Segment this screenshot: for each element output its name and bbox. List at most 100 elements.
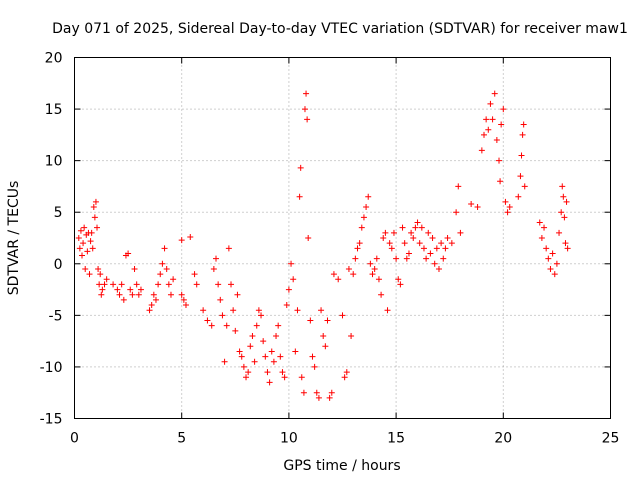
data-point: [133, 281, 140, 288]
data-point: [519, 131, 526, 138]
data-point: [81, 224, 88, 231]
data-point: [322, 343, 329, 350]
data-point: [538, 235, 545, 241]
data-point: [515, 193, 522, 200]
data-point: [360, 214, 367, 221]
data-point: [297, 164, 304, 171]
data-point: [161, 245, 168, 252]
data-point: [497, 178, 504, 185]
data-point: [150, 291, 157, 298]
data-point: [114, 286, 121, 293]
data-point: [77, 227, 84, 234]
data-point: [491, 90, 498, 97]
data-point: [547, 265, 554, 272]
data-point: [137, 286, 144, 293]
data-point: [167, 291, 174, 298]
data-point: [96, 281, 103, 288]
data-point: [412, 224, 419, 231]
x-tick-label: 25: [602, 431, 620, 447]
data-point: [301, 106, 308, 113]
data-point: [84, 248, 91, 255]
data-point: [178, 291, 185, 298]
data-point: [135, 291, 142, 298]
axis-ticks: [74, 57, 611, 419]
data-point: [468, 200, 475, 207]
data-point: [219, 312, 226, 319]
data-point: [76, 245, 83, 252]
x-tick-labels: 0 5 10 15 20 25: [70, 431, 619, 447]
data-point: [481, 131, 488, 138]
data-point: [318, 307, 325, 314]
data-point: [298, 374, 305, 381]
data-point: [157, 271, 164, 278]
data-point: [155, 281, 162, 288]
data-point: [483, 116, 490, 123]
data-point: [358, 224, 365, 231]
data-point: [245, 369, 252, 376]
data-point: [549, 250, 556, 257]
y-tick-label: -5: [49, 308, 63, 324]
data-point: [311, 363, 318, 370]
data-point: [305, 235, 312, 241]
data-point: [444, 235, 451, 241]
data-point: [485, 126, 492, 133]
data-point: [326, 394, 333, 401]
data-point: [300, 389, 307, 396]
data-point: [384, 307, 391, 314]
data-point: [378, 291, 385, 298]
data-point: [87, 238, 94, 245]
data-point: [223, 322, 230, 329]
data-point: [388, 245, 395, 252]
data-point: [262, 353, 269, 360]
y-tick-labels: 20 15 10 5 0 -5 -10 -15: [40, 51, 63, 428]
data-point: [79, 252, 86, 259]
data-point: [221, 358, 228, 365]
data-point: [129, 291, 136, 298]
data-point: [89, 245, 96, 252]
x-tick-label: 5: [177, 431, 186, 447]
x-tick-label: 10: [280, 431, 298, 447]
x-tick-label: 20: [494, 431, 512, 447]
data-point: [159, 260, 166, 267]
data-point: [232, 327, 239, 334]
data-point: [330, 271, 337, 278]
data-point: [380, 235, 387, 241]
data-point: [208, 322, 215, 329]
data-point: [506, 204, 513, 211]
data-point: [375, 276, 382, 283]
data-point: [118, 281, 125, 288]
data-point: [564, 245, 571, 252]
data-point: [215, 281, 222, 288]
data-point: [243, 374, 250, 381]
data-point: [180, 296, 187, 303]
data-point: [270, 358, 277, 365]
data-point: [386, 240, 393, 247]
data-point: [348, 332, 355, 339]
x-tick-label: 15: [387, 431, 405, 447]
data-point: [292, 348, 299, 355]
data-point: [440, 255, 447, 262]
data-point: [178, 237, 185, 244]
data-point: [238, 353, 245, 360]
data-point: [453, 209, 460, 216]
data-point: [373, 255, 380, 262]
data-point: [418, 224, 425, 231]
data-point: [200, 307, 207, 314]
data-point: [307, 317, 314, 324]
data-point: [521, 183, 528, 190]
y-axis-label: SDTVAR / TECUs: [6, 181, 22, 296]
data-point: [487, 100, 494, 107]
data-point: [213, 255, 220, 262]
data-point: [170, 276, 177, 283]
data-point: [120, 296, 127, 303]
data-point: [350, 271, 357, 278]
data-point: [187, 233, 194, 240]
x-axis-label: GPS time / hours: [283, 458, 400, 474]
data-point: [165, 281, 172, 288]
data-point: [403, 255, 410, 262]
data-point: [354, 245, 361, 252]
data-point: [478, 147, 485, 154]
data-point: [393, 255, 400, 262]
y-tick-label: 15: [45, 102, 63, 118]
data-point: [320, 332, 327, 339]
